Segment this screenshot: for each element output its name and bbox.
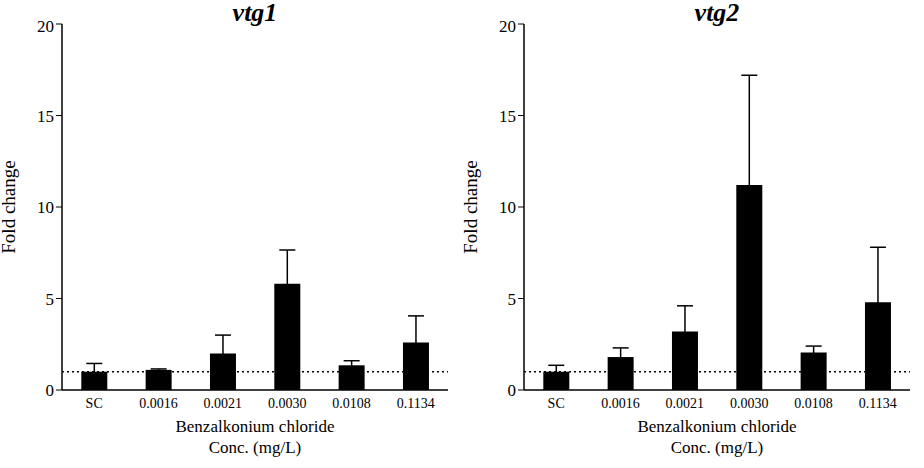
- svg-text:0.0021: 0.0021: [204, 396, 243, 411]
- svg-text:20: 20: [499, 17, 516, 36]
- html-text:Conc. (mg/L): Conc. (mg/L): [670, 438, 764, 457]
- svg-text:0.0021: 0.0021: [666, 396, 705, 411]
- svg-text:10: 10: [499, 198, 516, 217]
- svg-text:SC: SC: [548, 396, 565, 411]
- svg-text:0.0016: 0.0016: [601, 396, 640, 411]
- svg-text:0.0030: 0.0030: [730, 396, 769, 411]
- svg-text:0.0108: 0.0108: [332, 396, 371, 411]
- svg-text:0.1134: 0.1134: [859, 396, 897, 411]
- svg-text:15: 15: [499, 107, 516, 126]
- svg-text:0.0016: 0.0016: [139, 396, 178, 411]
- svg-text:20: 20: [37, 17, 54, 36]
- svg-text:0: 0: [508, 381, 517, 400]
- svg-text:5: 5: [508, 290, 517, 309]
- svg-text:Fold change: Fold change: [462, 160, 481, 253]
- svg-text:SC: SC: [86, 396, 103, 411]
- svg-text:0.1134: 0.1134: [397, 396, 435, 411]
- svg-text:0.0108: 0.0108: [794, 396, 833, 411]
- svg-text:15: 15: [37, 107, 54, 126]
- html-text:Conc. (mg/L): Conc. (mg/L): [208, 438, 302, 457]
- html-text:Benzalkonium chloride: Benzalkonium chloride: [175, 417, 335, 436]
- svg-text:Fold change: Fold change: [8, 160, 19, 253]
- svg-text:0: 0: [46, 381, 55, 400]
- svg-text:10: 10: [37, 198, 54, 217]
- html-text:Benzalkonium chloride: Benzalkonium chloride: [637, 417, 797, 436]
- svg-text:0.0030: 0.0030: [268, 396, 307, 411]
- svg-text:5: 5: [46, 290, 55, 309]
